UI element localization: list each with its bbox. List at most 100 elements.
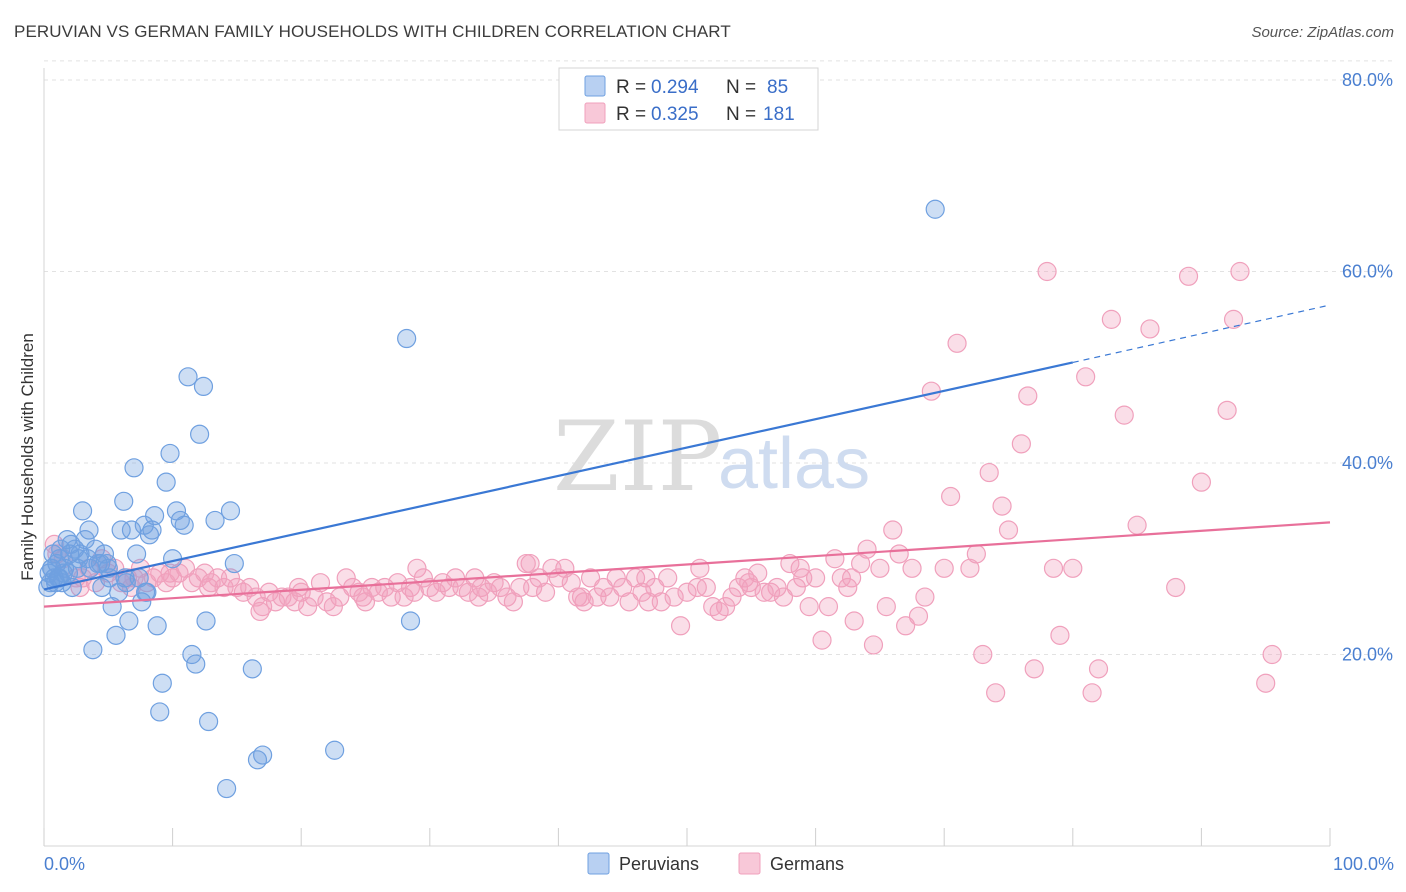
point-germans-87: [613, 577, 633, 598]
y-axis-label: Family Households with Children: [18, 333, 37, 581]
point-germans-162: [1217, 400, 1237, 420]
point-germans-161: [1191, 472, 1212, 492]
point-germans-26: [220, 568, 241, 588]
point-germans-181: [739, 573, 759, 593]
point-germans-108: [754, 582, 774, 602]
point-germans-103: [722, 587, 742, 607]
point-germans-183: [842, 568, 862, 588]
point-germans-93: [651, 592, 671, 612]
point-peruvians-83: [69, 549, 89, 569]
point-germans-163: [1223, 309, 1244, 329]
point-peruvians-81: [135, 582, 156, 602]
point-germans-143: [992, 496, 1012, 516]
legend-swatch-peruvians: [584, 75, 606, 97]
y-tick-label-0: 20.0%: [1342, 645, 1393, 665]
point-peruvians-37: [119, 611, 139, 631]
point-peruvians-64: [205, 510, 225, 531]
x-tick-label-1: 100.0%: [1333, 854, 1394, 874]
point-peruvians-62: [196, 611, 216, 631]
point-germans-121: [838, 577, 858, 598]
point-germans-55: [407, 558, 427, 578]
point-germans-111: [773, 587, 794, 607]
series-germans: [44, 261, 1282, 703]
point-germans-178: [571, 587, 592, 607]
point-germans-166: [1262, 644, 1282, 665]
legend-n-value-0: 85: [767, 77, 788, 98]
point-germans-90: [632, 582, 652, 602]
point-germans-63: [458, 582, 478, 602]
point-germans-115: [799, 597, 819, 617]
point-germans-177: [520, 553, 540, 574]
point-germans-151: [1063, 558, 1083, 578]
point-germans-98: [690, 558, 710, 578]
y-tick-label-2: 60.0%: [1342, 262, 1393, 282]
point-peruvians-67: [224, 553, 244, 574]
point-germans-136: [941, 486, 961, 507]
point-germans-131: [902, 558, 922, 578]
point-germans-22: [195, 563, 215, 583]
point-germans-124: [857, 539, 877, 559]
point-germans-135: [934, 558, 954, 578]
point-germans-70: [503, 592, 523, 612]
point-germans-165: [1256, 673, 1276, 693]
point-germans-145: [1011, 434, 1031, 454]
point-germans-150: [1050, 625, 1070, 645]
point-peruvians-71: [325, 740, 345, 760]
point-germans-36: [285, 592, 305, 612]
point-peruvians-39: [124, 458, 144, 478]
point-germans-171: [199, 577, 219, 598]
x-tick-labels: 0.0% 100.0%: [44, 854, 1394, 874]
point-germans-94: [658, 568, 678, 588]
point-peruvians-56: [174, 515, 194, 535]
point-germans-139: [966, 544, 986, 564]
point-peruvians-70: [253, 745, 273, 765]
point-germans-123: [851, 553, 871, 574]
point-germans-174: [353, 587, 373, 607]
point-germans-152: [1076, 367, 1096, 387]
point-peruvians-21: [75, 529, 95, 550]
source-label: Source: ZipAtlas.com: [1251, 24, 1394, 41]
point-peruvians-73: [400, 611, 421, 631]
point-peruvians-51: [156, 472, 176, 492]
point-germans-84: [593, 577, 614, 598]
point-germans-19: [175, 558, 196, 578]
point-germans-154: [1088, 659, 1109, 679]
legend-r-value-0: 0.294: [651, 77, 699, 98]
x-axis-ticks: [43, 828, 1331, 846]
y-tick-labels: 20.0% 40.0% 60.0% 80.0%: [1342, 70, 1393, 665]
point-peruvians-75: [42, 558, 62, 578]
point-germans-129: [889, 544, 909, 564]
point-germans-164: [1230, 261, 1250, 282]
point-peruvians-9: [49, 549, 70, 569]
bottom-legend-label-peruvians: Peruvians: [619, 854, 699, 874]
point-germans-173: [289, 577, 309, 598]
legend-swatch-germans: [584, 102, 606, 124]
point-germans-159: [1166, 577, 1186, 598]
point-germans-66: [478, 582, 498, 602]
point-germans-61: [445, 568, 466, 588]
point-germans-176: [469, 587, 489, 607]
point-germans-96: [670, 616, 691, 636]
point-peruvians-65: [217, 778, 237, 799]
point-germans-53: [394, 587, 414, 607]
point-germans-147: [1024, 659, 1044, 679]
watermark-atlas: atlas: [718, 424, 870, 504]
point-peruvians-38: [121, 520, 142, 540]
point-germans-95: [664, 587, 684, 607]
point-peruvians-59: [186, 654, 206, 674]
point-germans-128: [883, 520, 903, 540]
point-peruvians-66: [220, 501, 241, 521]
point-germans-155: [1101, 309, 1121, 329]
trend-lines: [43, 304, 1331, 608]
point-peruvians-35: [114, 491, 134, 511]
point-germans-137: [947, 333, 967, 353]
point-peruvians-47: [144, 506, 165, 526]
bottom-legend-swatch-peruvians: [587, 852, 610, 875]
point-germans-146: [1018, 386, 1038, 406]
point-germans-130: [896, 616, 916, 636]
point-germans-119: [825, 549, 845, 569]
trend-line-germans: [43, 521, 1331, 608]
point-germans-175: [404, 582, 424, 602]
y-tick-label-3: 80.0%: [1342, 70, 1393, 90]
